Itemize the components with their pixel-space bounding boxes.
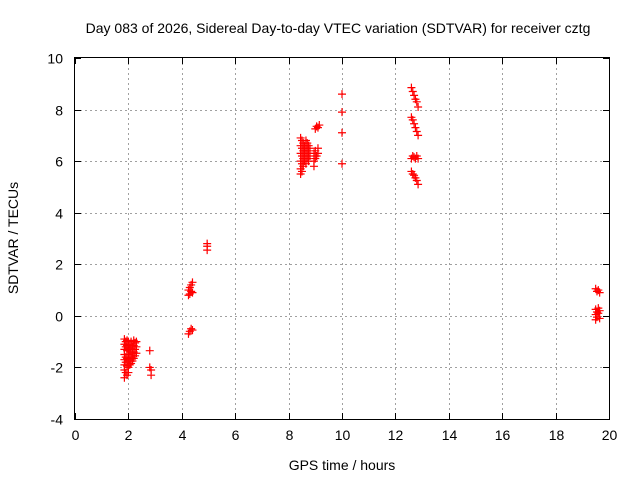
data-point — [315, 121, 324, 130]
data-point — [414, 180, 423, 189]
data-point — [595, 288, 604, 297]
data-point — [414, 131, 423, 140]
data-points — [120, 83, 604, 382]
data-point — [297, 167, 306, 176]
x-tick-label: 12 — [388, 427, 404, 443]
x-axis-label: GPS time / hours — [289, 457, 396, 473]
data-point — [145, 346, 154, 355]
chart-title: Day 083 of 2026, Sidereal Day-to-day VTE… — [86, 20, 591, 36]
data-point — [338, 128, 346, 137]
data-point — [414, 102, 423, 111]
data-point — [338, 90, 346, 99]
data-point — [595, 314, 604, 323]
data-point — [411, 123, 420, 132]
data-point — [412, 97, 421, 106]
plot-frame — [74, 57, 610, 420]
data-point — [412, 127, 421, 136]
y-tick-label: 6 — [55, 154, 63, 170]
data-point — [408, 87, 417, 96]
axis-ticks — [75, 58, 610, 420]
y-tick-label: 2 — [55, 257, 63, 273]
data-point — [407, 83, 416, 92]
data-point — [595, 306, 604, 315]
x-tick-label: 2 — [125, 427, 133, 443]
y-tick-labels: -4 -2 0 2 4 6 8 10 — [47, 51, 63, 428]
data-point — [203, 239, 212, 248]
data-point — [412, 176, 421, 185]
data-point — [124, 368, 133, 377]
y-tick-label: -2 — [51, 360, 64, 376]
data-point — [305, 144, 314, 153]
data-point — [338, 159, 346, 168]
data-point — [147, 371, 156, 380]
y-tick-label: -4 — [51, 412, 64, 428]
y-tick-label: 4 — [55, 206, 63, 222]
data-point — [187, 324, 196, 333]
x-tick-label: 4 — [179, 427, 187, 443]
data-point — [313, 144, 322, 153]
data-point — [188, 278, 197, 287]
x-tick-label: 20 — [602, 427, 618, 443]
y-tick-label: 8 — [55, 103, 63, 119]
x-tick-label: 0 — [72, 427, 80, 443]
data-point — [188, 288, 197, 297]
data-point — [132, 349, 141, 358]
data-point — [305, 151, 314, 160]
x-tick-label: 8 — [286, 427, 294, 443]
data-point — [408, 115, 417, 124]
data-point — [188, 326, 197, 335]
x-tick-labels: 0 2 4 6 8 10 12 14 16 18 20 — [72, 427, 618, 443]
data-point — [410, 119, 419, 128]
x-tick-label: 14 — [442, 427, 458, 443]
data-point — [338, 108, 346, 117]
x-tick-label: 6 — [232, 427, 240, 443]
x-tick-label: 18 — [549, 427, 565, 443]
data-point — [410, 91, 419, 100]
y-tick-label: 0 — [55, 309, 63, 325]
y-axis-label: SDTVAR / TECUs — [5, 182, 21, 294]
y-tick-label: 10 — [47, 51, 63, 67]
x-tick-label: 16 — [495, 427, 511, 443]
x-tick-label: 10 — [335, 427, 351, 443]
data-point — [414, 154, 423, 163]
